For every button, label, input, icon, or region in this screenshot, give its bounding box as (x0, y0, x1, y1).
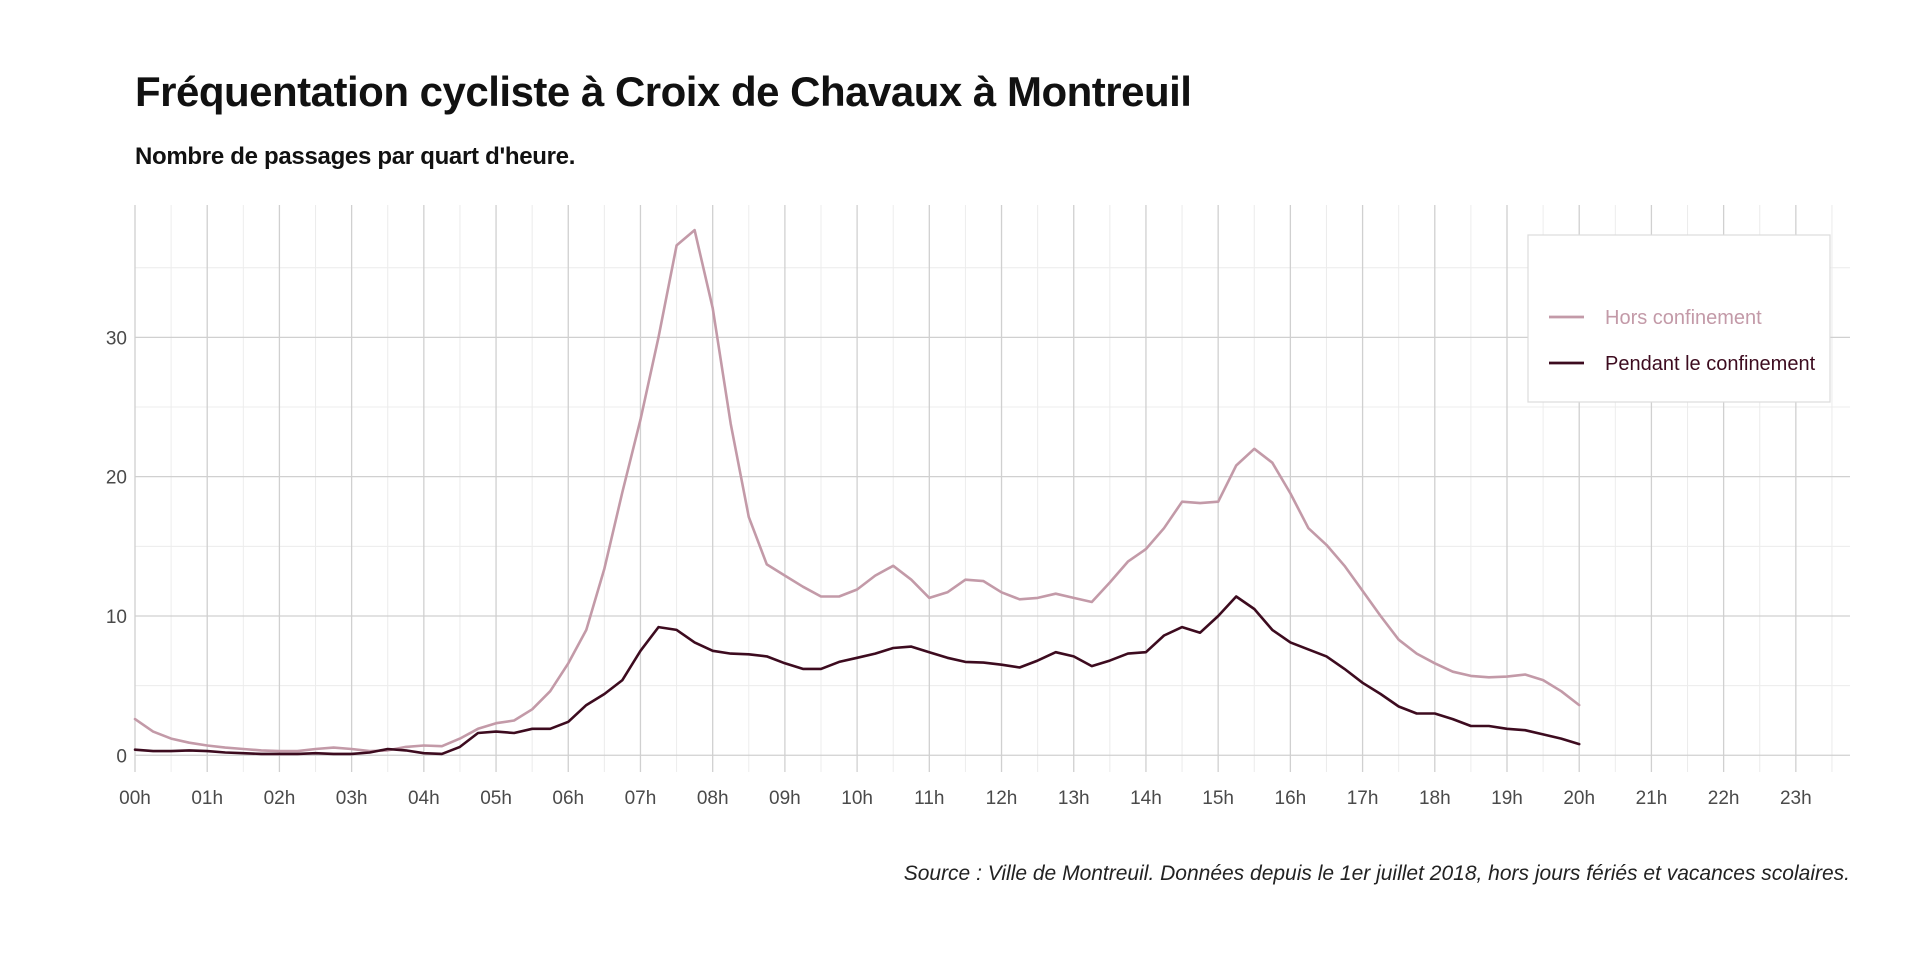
x-tick-label: 19h (1491, 788, 1523, 809)
x-tick-label: 06h (552, 788, 584, 809)
legend-label: Hors confinement (1605, 307, 1762, 329)
x-tick-label: 22h (1708, 788, 1740, 809)
series-lines (133, 228, 1581, 756)
x-tick-label: 03h (336, 788, 368, 809)
source-caption: Source : Ville de Montreuil. Données dep… (903, 862, 1850, 885)
y-axis-ticks: 0 10 20 30 (106, 328, 127, 767)
legend-box (1527, 234, 1831, 403)
y-tick-label: 10 (106, 607, 127, 628)
grid-major (134, 205, 1850, 772)
x-tick-label: 07h (625, 788, 657, 809)
x-tick-label: 21h (1636, 788, 1668, 809)
x-tick-label: 16h (1275, 788, 1307, 809)
x-tick-label: 04h (408, 788, 440, 809)
x-tick-label: 01h (191, 788, 223, 809)
x-tick-label: 02h (264, 788, 296, 809)
x-tick-label: 11h (914, 788, 944, 809)
y-tick-label: 30 (106, 328, 127, 349)
x-tick-label: 15h (1202, 788, 1234, 809)
x-tick-label: 23h (1780, 788, 1812, 809)
chart-title: Fréquentation cycliste à Croix de Chavau… (135, 68, 1192, 115)
y-tick-label: 20 (106, 468, 127, 489)
x-tick-label: 10h (841, 788, 873, 809)
x-tick-label: 12h (986, 788, 1018, 809)
x-tick-label: 17h (1347, 788, 1379, 809)
chart-subtitle: Nombre de passages par quart d'heure. (135, 143, 576, 170)
series-line-pendant-confinement (133, 595, 1581, 756)
x-tick-label: 00h (119, 788, 151, 809)
legend: Hors confinement Pendant le confinement (1527, 234, 1831, 403)
x-tick-label: 08h (697, 788, 729, 809)
x-tick-label: 14h (1130, 788, 1162, 809)
grid-minor (135, 205, 1850, 772)
y-tick-label: 0 (116, 746, 127, 767)
x-axis-ticks: 00h 01h 02h 03h 04h 05h 06h 07h 08h 09h 10h 11h 12h 1… (119, 788, 1812, 809)
x-tick-label: 20h (1563, 788, 1595, 809)
legend-label: Pendant le confinement (1605, 353, 1816, 375)
x-tick-label: 09h (769, 788, 801, 809)
x-tick-label: 05h (480, 788, 512, 809)
x-tick-label: 18h (1419, 788, 1451, 809)
x-tick-label: 13h (1058, 788, 1090, 809)
